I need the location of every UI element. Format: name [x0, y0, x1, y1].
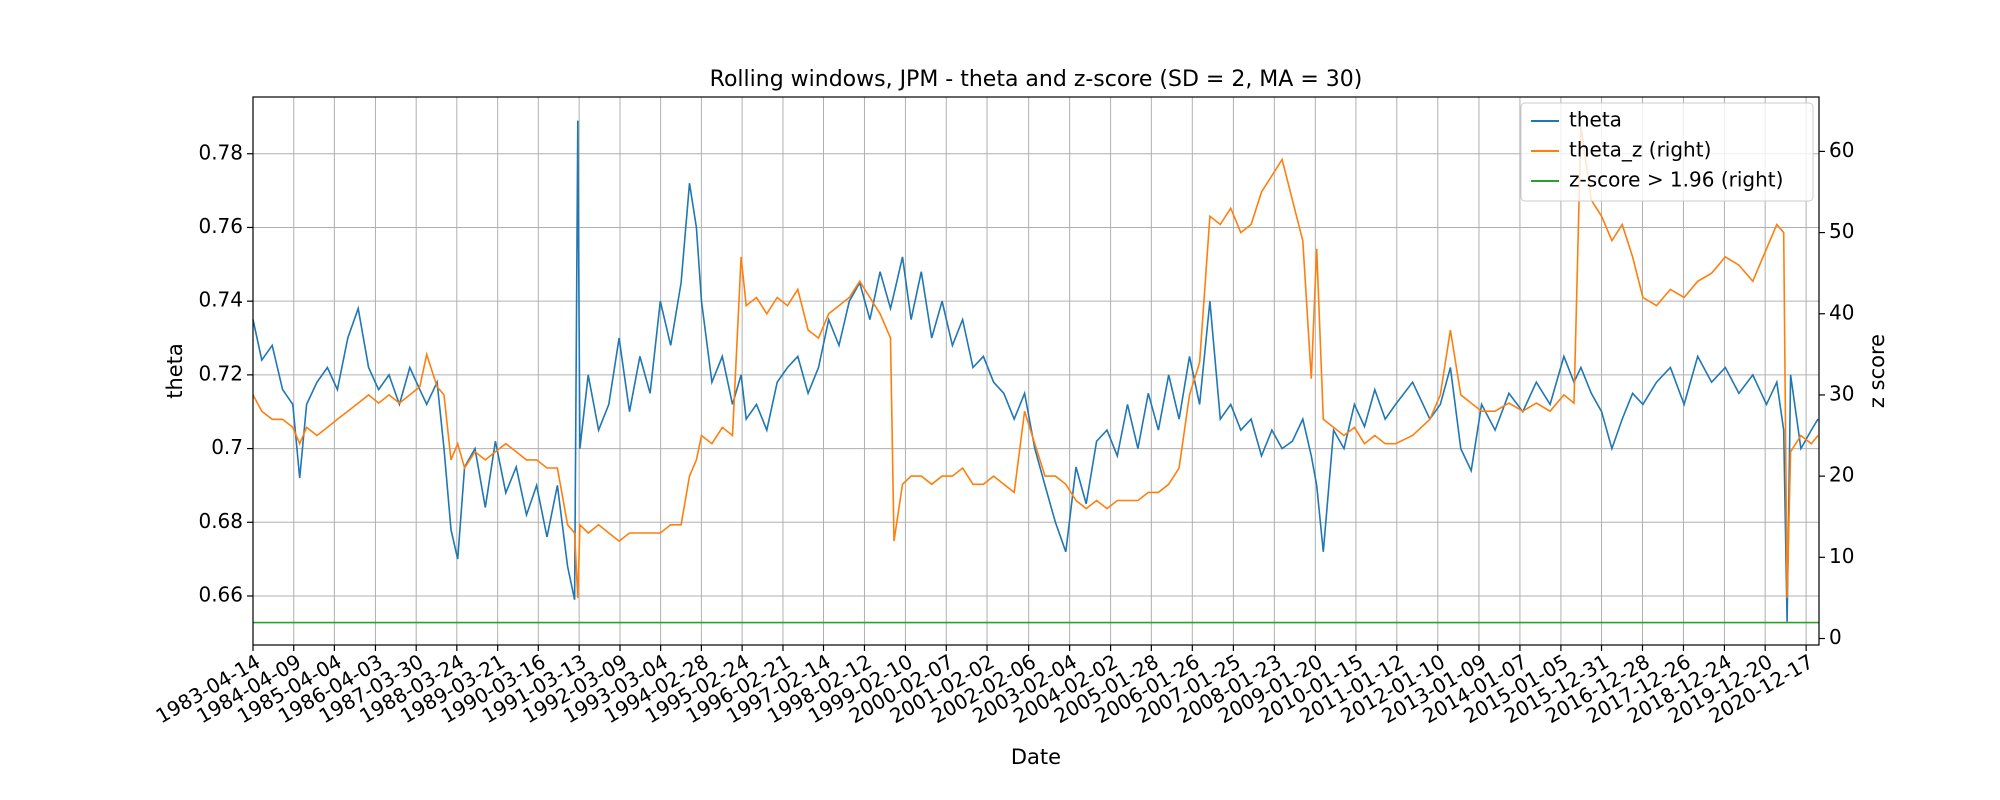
y2-axis-label: z score — [1865, 334, 1889, 408]
y2-tick-label: 30 — [1829, 381, 1854, 405]
y-tick-label: 0.74 — [198, 288, 243, 312]
legend-label: theta — [1569, 108, 1622, 132]
chart-title: Rolling windows, JPM - theta and z-score… — [710, 67, 1363, 92]
y-tick-label: 0.7 — [211, 435, 243, 459]
y-tick-label: 0.68 — [198, 509, 243, 533]
legend-box — [1520, 102, 1814, 202]
legend-label: theta_z (right) — [1569, 138, 1711, 162]
x-axis-label: Date — [1011, 745, 1061, 769]
y2-tick-label: 40 — [1829, 300, 1854, 324]
series-line — [252, 120, 1819, 622]
y-tick-label: 0.76 — [198, 214, 243, 238]
series-line — [252, 126, 1819, 598]
y2-tick-label: 0 — [1829, 625, 1842, 649]
y2-tick-label: 50 — [1829, 219, 1854, 243]
y-tick-label: 0.78 — [198, 140, 243, 164]
y-tick-label: 0.72 — [198, 361, 243, 385]
y2-tick-label: 10 — [1829, 544, 1854, 568]
y2-tick-label: 60 — [1829, 138, 1854, 162]
y2-tick-label: 20 — [1829, 463, 1854, 487]
legend-label: z-score > 1.96 (right) — [1569, 168, 1783, 192]
y-axis-label: theta — [163, 343, 187, 399]
plot-frame — [252, 96, 1820, 646]
y-tick-label: 0.66 — [198, 582, 243, 606]
